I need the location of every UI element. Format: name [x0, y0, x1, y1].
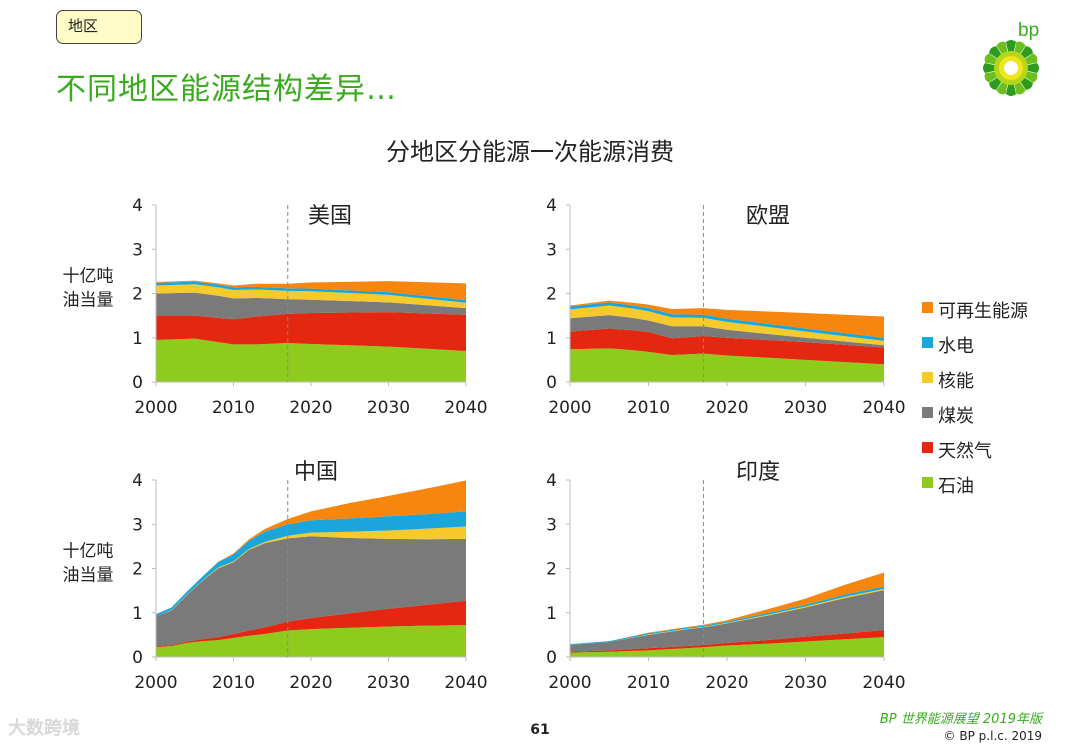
x-tick-label: 2020	[289, 398, 332, 418]
y-tick-label: 0	[546, 648, 557, 668]
legend-swatch-hydro	[922, 337, 933, 348]
y-tick-label: 1	[132, 604, 143, 624]
area-hydro-panel-2	[156, 511, 466, 617]
page-title: 不同地区能源结构差异…	[56, 72, 397, 107]
x-tick-label: 2040	[444, 673, 487, 693]
page-number: 61	[530, 722, 550, 738]
panel-title: 欧盟	[746, 204, 790, 229]
y-tick-label: 0	[546, 373, 557, 393]
y-tick-label: 3	[546, 240, 557, 260]
area-renewables-panel-0	[156, 280, 466, 301]
y-tick-label: 2	[132, 285, 143, 305]
y-axis-label: 油当量	[63, 566, 114, 586]
bp-logo: bp	[983, 20, 1039, 96]
legend-swatch-oil	[922, 477, 933, 488]
x-tick-label: 2030	[367, 398, 410, 418]
area-renewables-panel-2	[156, 480, 466, 615]
area-coal-panel-0	[156, 292, 466, 320]
panel-title: 中国	[294, 460, 338, 485]
y-tick-label: 3	[132, 515, 143, 535]
x-tick-label: 2010	[212, 398, 255, 418]
y-tick-label: 4	[132, 471, 143, 491]
legend-label-coal: 煤炭	[938, 406, 974, 427]
area-renewables-panel-1	[570, 300, 884, 338]
figure-title: 分地区分能源一次能源消费	[386, 138, 674, 166]
panel-title: 印度	[736, 460, 780, 485]
area-nuclear-panel-2	[156, 526, 466, 617]
area-coal-panel-1	[570, 315, 884, 348]
legend-label-gas: 天然气	[938, 441, 992, 462]
x-tick-label: 2000	[548, 673, 591, 693]
area-oil-panel-1	[570, 348, 884, 382]
y-tick-label: 3	[132, 240, 143, 260]
area-oil-panel-0	[156, 338, 466, 382]
legend-swatch-nuclear	[922, 372, 933, 383]
x-tick-label: 2030	[784, 398, 827, 418]
watermark: 大数跨境	[8, 718, 80, 739]
x-tick-label: 2010	[212, 673, 255, 693]
x-tick-label: 2040	[862, 673, 905, 693]
area-oil-panel-2	[156, 625, 466, 657]
y-axis-label: 十亿吨	[63, 542, 114, 562]
legend-label-renewables: 可再生能源	[938, 301, 1028, 322]
area-gas-panel-2	[156, 600, 466, 648]
legend-swatch-gas	[922, 442, 933, 453]
x-tick-label: 2020	[289, 673, 332, 693]
area-hydro-panel-0	[156, 281, 466, 303]
area-coal-panel-3	[570, 590, 884, 652]
x-tick-label: 2040	[862, 398, 905, 418]
legend-swatch-renewables	[922, 302, 933, 313]
x-tick-label: 2010	[627, 398, 670, 418]
y-tick-label: 0	[132, 648, 143, 668]
y-tick-label: 1	[132, 329, 143, 349]
x-tick-label: 2000	[548, 398, 591, 418]
y-tick-label: 2	[546, 285, 557, 305]
area-gas-panel-1	[570, 328, 884, 365]
y-tick-label: 0	[132, 373, 143, 393]
y-tick-label: 3	[546, 515, 557, 535]
x-tick-label: 2040	[444, 398, 487, 418]
y-tick-label: 2	[132, 560, 143, 580]
x-tick-label: 2020	[705, 673, 748, 693]
x-tick-label: 2010	[627, 673, 670, 693]
area-gas-panel-0	[156, 312, 466, 352]
y-tick-label: 1	[546, 329, 557, 349]
area-oil-panel-3	[570, 637, 884, 657]
x-tick-label: 2020	[705, 398, 748, 418]
x-tick-label: 2030	[367, 673, 410, 693]
x-tick-label: 2000	[134, 398, 177, 418]
footer-credit: BP 世界能源展望 2019年版	[879, 712, 1042, 727]
legend-label-oil: 石油	[938, 476, 974, 497]
bp-logo-text: bp	[1018, 20, 1039, 41]
legend-label-hydro: 水电	[938, 336, 974, 357]
area-nuclear-panel-1	[570, 305, 884, 346]
y-tick-label: 4	[132, 196, 143, 216]
legend-swatch-coal	[922, 407, 933, 418]
x-tick-label: 2030	[784, 673, 827, 693]
y-tick-label: 2	[546, 560, 557, 580]
y-axis-label: 油当量	[63, 291, 114, 311]
helios-icon	[983, 40, 1039, 96]
area-coal-panel-2	[156, 536, 466, 647]
y-tick-label: 1	[546, 604, 557, 624]
y-axis-label: 十亿吨	[63, 267, 114, 287]
area-hydro-panel-1	[570, 302, 884, 341]
panel-title: 美国	[308, 204, 352, 229]
area-nuclear-panel-0	[156, 284, 466, 309]
section-tag: 地区	[56, 10, 142, 44]
footer-copyright: © BP p.l.c. 2019	[943, 729, 1042, 743]
y-tick-label: 4	[546, 471, 557, 491]
legend-label-nuclear: 核能	[938, 371, 974, 392]
y-tick-label: 4	[546, 196, 557, 216]
x-tick-label: 2000	[134, 673, 177, 693]
